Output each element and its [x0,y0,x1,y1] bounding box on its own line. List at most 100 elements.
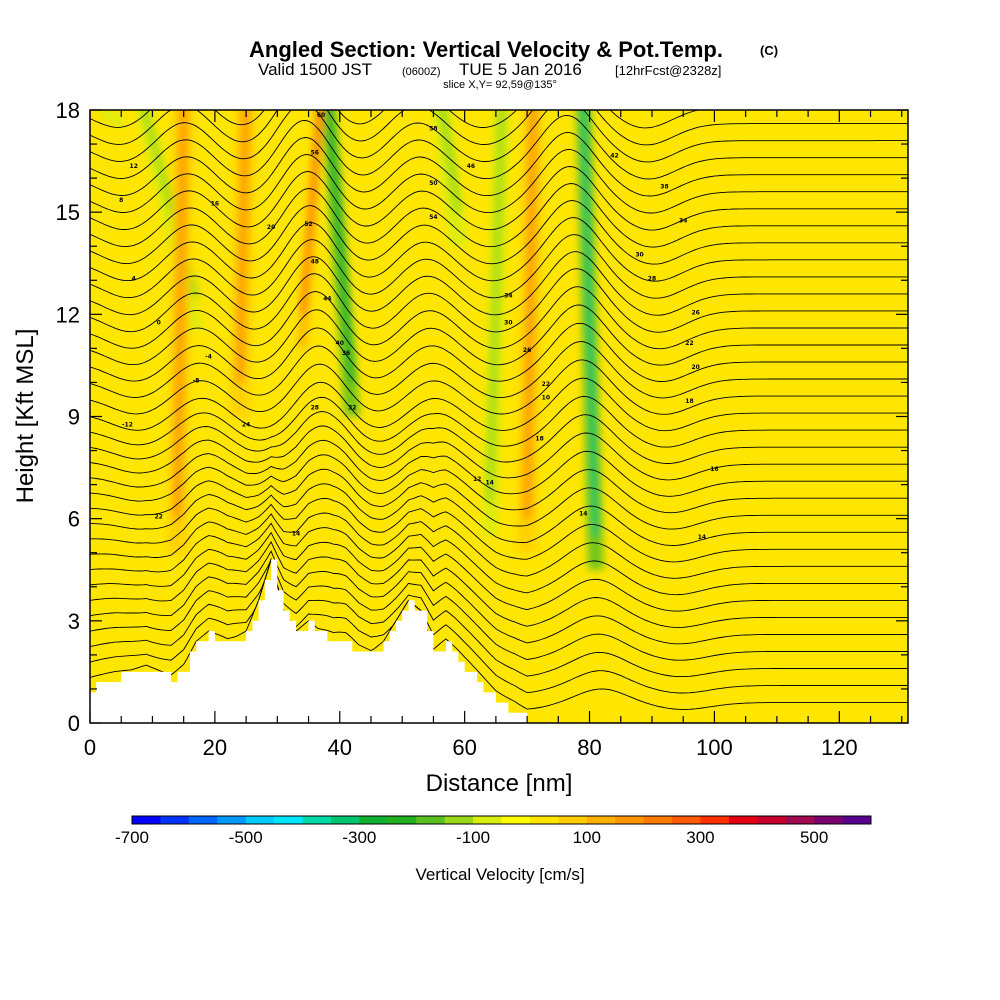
x-tick-label: 0 [84,735,96,760]
contour-label: 14 [485,480,493,487]
theta-contour-line [90,497,908,563]
contour-label: 26 [692,309,700,316]
colorbar-swatch [643,816,673,824]
theta-contour-line [90,483,908,546]
valid-time: Valid 1500 JST [258,60,372,79]
contour-label: 14 [292,531,300,538]
theta-contour-line [90,558,908,661]
contour-label: 24 [242,422,250,429]
contour-label: 20 [692,364,700,371]
theta-contour-line [90,234,908,299]
contour-label: -4 [205,354,212,361]
velocity-band-downdraft-core [486,110,506,502]
contour-label: 58 [429,125,437,132]
contour-label: 32 [348,405,356,412]
contour-label: 50 [429,180,437,187]
colorbar-swatch [814,816,843,824]
contour-label: 34 [504,292,512,299]
colorbar-tick-label: -500 [229,828,263,847]
colorbar-swatch [501,816,531,824]
theta-contour-line [90,439,908,497]
x-tick-label: 60 [452,735,476,760]
theta-contours [90,110,908,710]
theta-contour-line [90,341,908,399]
velocity-band-downdraft-core [438,110,463,213]
chart-title: Angled Section: Vertical Velocity & Pot.… [249,37,723,62]
valid-time-utc: (0600Z) [402,66,441,78]
contour-label: 18 [685,398,693,405]
contour-label: 22 [685,340,693,347]
contour-label: 14 [698,534,706,541]
velocity-band-downdraft-outer [97,110,130,128]
colorbar-swatch [444,816,474,824]
contour-label: 30 [635,251,643,258]
contour-label: 44 [323,296,331,303]
theta-contour-line [90,454,908,514]
theta-contour-line [90,395,908,448]
contour-label: 18 [535,435,543,442]
x-tick-label: 20 [203,735,227,760]
contour-label: 16 [211,200,219,207]
slice-info: slice X,Y= 92,59@135° [443,79,557,91]
colorbar-tick-label: -300 [342,828,376,847]
contour-label: 20 [267,224,275,231]
colorbar-swatch [672,816,701,824]
theta-contour-line [90,425,908,481]
contour-label: 40 [336,340,344,347]
theta-contour-line [90,550,908,645]
theta-contour-line [90,286,908,350]
theta-contour-line [90,468,908,530]
contour-label: 22 [155,514,163,521]
x-tick-label: 120 [821,735,858,760]
colorbar-swatch [330,816,360,824]
colorbar-swatch [387,816,417,824]
colorbar-swatch [359,816,389,824]
contour-label: 0 [157,320,161,327]
contour-label: 46 [467,163,475,170]
theta-contour-line [90,557,908,678]
contour-label: 12 [130,163,138,170]
theta-contour-line [90,217,908,282]
y-tick-label: 12 [56,302,80,327]
colorbar-tick-label: 300 [686,828,714,847]
colorbar-tick-label: 500 [800,828,828,847]
y-tick-label: 0 [68,711,80,736]
contour-label: 52 [304,221,312,228]
theta-contour-line [90,540,908,628]
colorbar-swatch [132,816,161,824]
colorbar-tick-label: 100 [573,828,601,847]
contour-label: 4 [132,275,136,282]
y-tick-label: 6 [68,507,80,532]
contour-label: 30 [504,320,512,327]
theta-contour-line [90,411,908,464]
colorbar-frame [131,815,872,825]
theta-contour-line [90,251,908,316]
theta-contour-line [90,149,908,214]
theta-contour-line [90,557,908,694]
velocity-shading [97,110,604,570]
velocity-band-updraft-core [173,110,188,519]
theta-contour-line [90,166,908,231]
chart-title-unit: (C) [760,43,778,58]
contour-label: 12 [473,476,481,483]
contour-label: 28 [311,405,319,412]
colorbar-swatch [245,816,275,824]
x-axis-label: Distance [nm] [426,770,573,797]
colorbar-swatch [785,816,815,824]
y-tick-label: 9 [68,405,80,430]
colorbar-swatch [160,816,190,824]
colorbar-swatch [473,816,502,824]
theta-contour-line [90,110,908,146]
colorbar-tick-label: -100 [456,828,490,847]
contour-label: 10 [542,394,550,401]
contour-label: 54 [429,214,437,221]
colorbar-swatch [416,816,445,824]
theta-contour-line [90,359,908,415]
contour-label: 8 [119,197,123,204]
plot-area: 60565248444036322824201612840-4-8-122214… [90,110,908,723]
colorbar-swatch [302,816,332,824]
theta-contour-line [90,268,908,333]
theta-contour-line [90,531,908,612]
